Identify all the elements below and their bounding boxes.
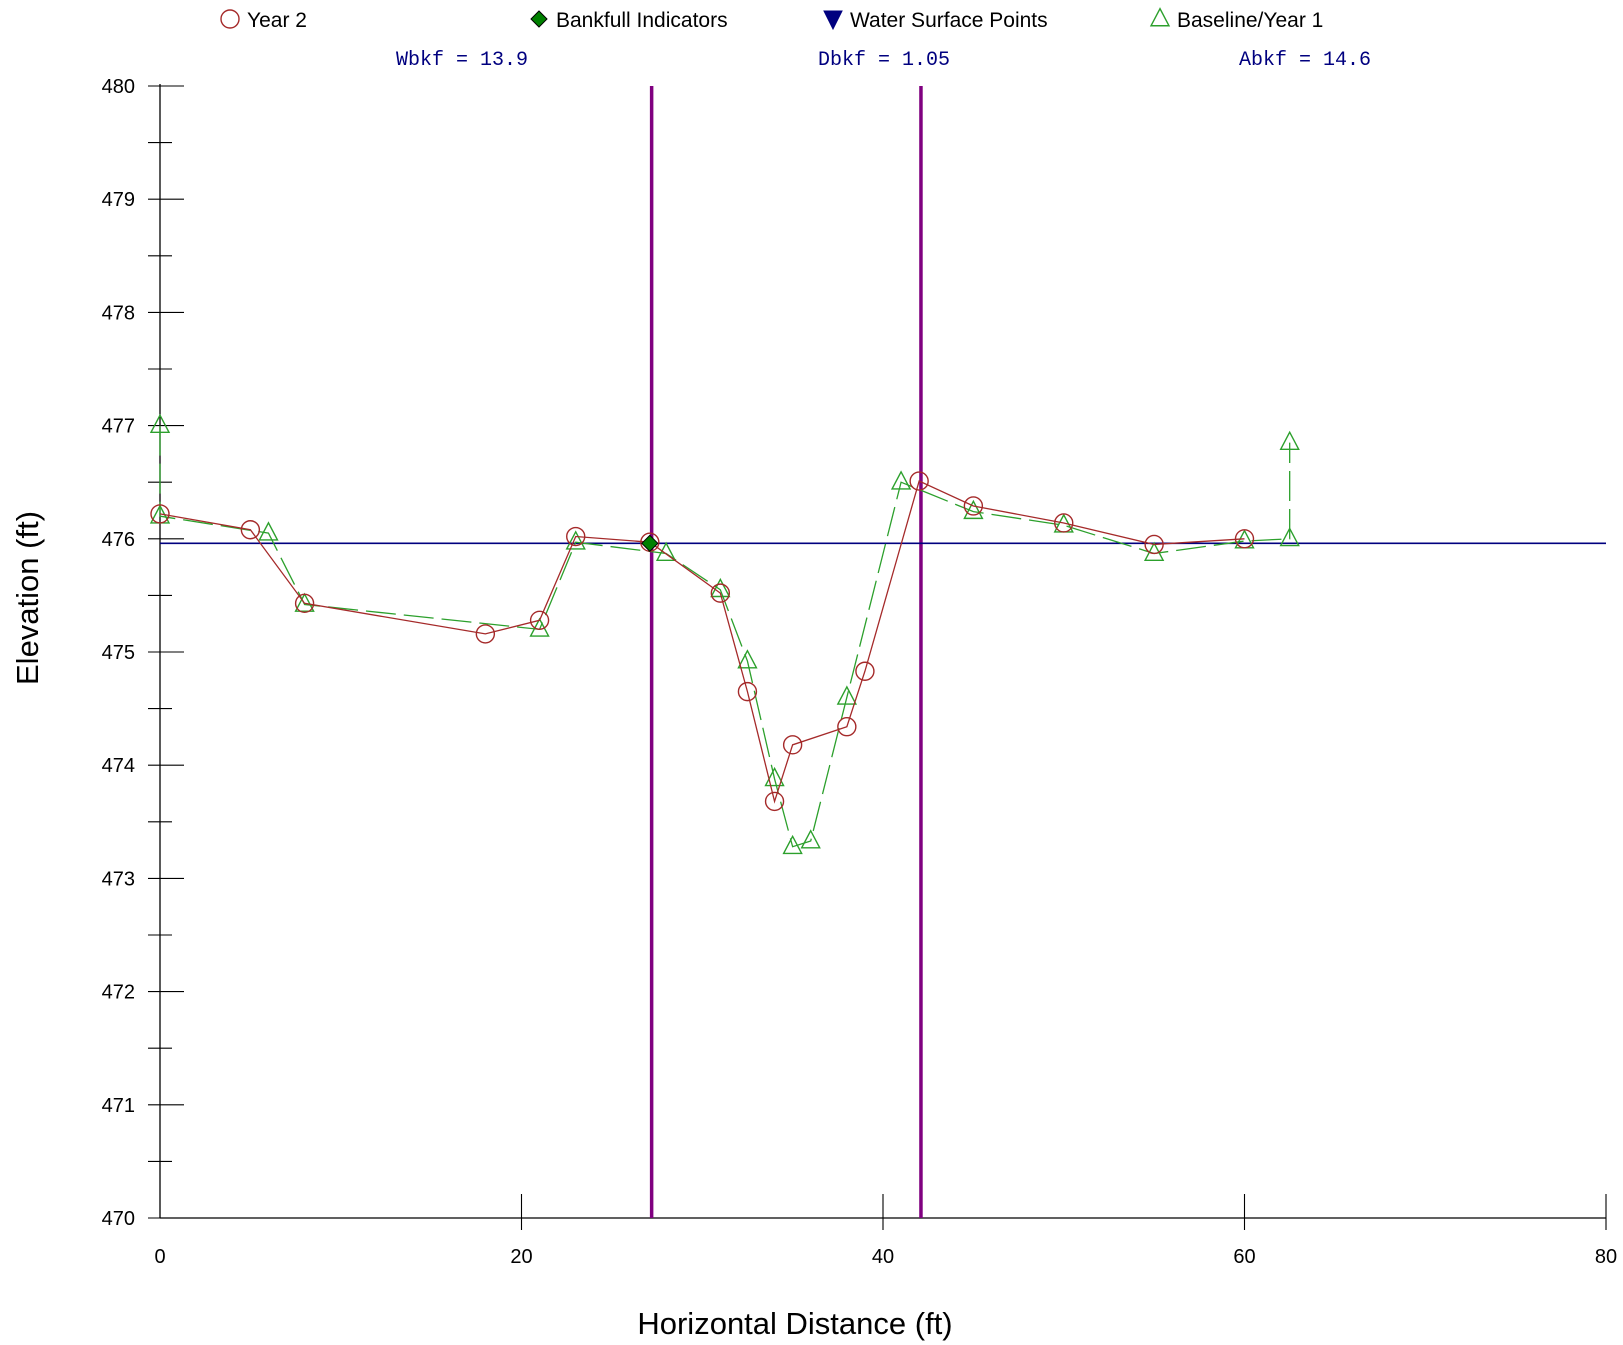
y-tick-label: 480 <box>102 76 135 98</box>
baseline-year1-point <box>737 649 758 669</box>
year2-point <box>737 681 758 702</box>
legend-marker <box>1149 7 1171 27</box>
x-tick-label: 80 <box>1595 1246 1617 1268</box>
year2-point <box>150 504 170 524</box>
year2-point <box>782 735 803 755</box>
legend-label: Year 2 <box>247 9 307 32</box>
year2-point <box>909 471 929 491</box>
y-tick-label: 473 <box>102 868 135 890</box>
year2-point <box>475 624 496 644</box>
year2-line <box>159 480 1245 804</box>
baseline-year1-point <box>1279 430 1300 451</box>
year2-point <box>566 526 586 547</box>
bankfull-indicator-point <box>641 534 659 553</box>
legend-label: Bankfull Indicators <box>556 9 728 32</box>
baseline-year1-point <box>963 499 984 520</box>
year2-point <box>1144 534 1164 555</box>
x-axis-label: Horizontal Distance (ft) <box>637 1306 952 1341</box>
y-tick-label: 477 <box>102 416 135 438</box>
baseline-year1-point <box>800 829 821 849</box>
baseline-year1-point <box>258 521 279 541</box>
baseline-year1-point <box>149 413 171 434</box>
year2-point <box>837 717 857 737</box>
annotation-label: Abkf = 14.6 <box>1239 49 1371 72</box>
axes: 470 471 472 473 474 475 476 477 478 479 480 0 20 40 60… <box>102 76 1618 1268</box>
y-tick-label: 474 <box>102 755 135 777</box>
baseline-year1-point <box>1279 526 1300 547</box>
y-tick-label: 470 <box>102 1208 135 1230</box>
y-tick-label: 471 <box>102 1095 135 1117</box>
legend-label: Water Surface Points <box>850 9 1048 32</box>
x-tick-label: 60 <box>1233 1246 1255 1268</box>
baseline-year1-point <box>782 834 803 855</box>
legend-marker <box>530 10 548 28</box>
y-axis-label: Elevation (ft) <box>10 511 45 685</box>
baseline-year1-point <box>890 470 912 490</box>
annotation-label: Dbkf = 1.05 <box>818 49 950 72</box>
legend-marker <box>823 10 843 31</box>
baseline-year1-line <box>159 425 1291 848</box>
x-tick-label: 40 <box>872 1246 894 1268</box>
baseline-year1-point <box>565 530 586 550</box>
x-tick-label: 20 <box>510 1246 532 1268</box>
baseline-year1-point <box>710 577 731 598</box>
year2-point <box>1054 513 1074 533</box>
year2-point <box>294 593 315 614</box>
y-tick-label: 472 <box>102 982 135 1004</box>
x-tick-label: 0 <box>154 1246 165 1268</box>
year2-point <box>1234 529 1255 549</box>
y-tick-label: 475 <box>102 642 135 664</box>
baseline-year1-point <box>836 685 858 705</box>
year2-point <box>855 661 875 681</box>
year2-point <box>963 496 984 516</box>
baseline-year1-point <box>294 592 315 612</box>
legend: Year 2 Bankfull Indicators Water Surface P… <box>220 7 1323 32</box>
year2-point <box>529 610 550 631</box>
y-tick-label: 476 <box>102 529 135 551</box>
y-tick-label: 478 <box>102 302 135 324</box>
plot-area <box>149 86 1606 1218</box>
baseline-year1-point <box>655 541 677 561</box>
year2-point <box>240 520 261 540</box>
year2-point <box>710 583 731 603</box>
annotations: Wbkf = 13.9 Dbkf = 1.05 Abkf = 14.6 <box>396 49 1371 72</box>
legend-marker <box>220 9 240 29</box>
y-tick-label: 479 <box>102 189 135 211</box>
baseline-year1-point <box>764 766 785 787</box>
annotation-label: Wbkf = 13.9 <box>396 49 528 72</box>
legend-label: Baseline/Year 1 <box>1177 9 1323 32</box>
year2-point <box>764 791 785 812</box>
